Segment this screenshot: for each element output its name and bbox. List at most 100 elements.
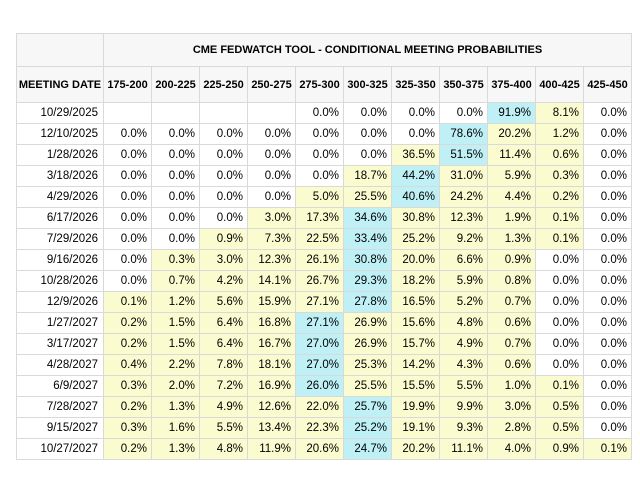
probability-cell: 3.0% [247,207,296,229]
probability-cell: 31.0% [439,165,488,187]
probability-cell: 0.2% [103,333,152,355]
probability-cell: 5.2% [439,291,488,313]
probability-cell: 0.0% [199,186,248,208]
probability-cell: 0.3% [535,165,584,187]
rate-range-header: 300-325 [343,66,392,103]
probability-cell: 0.0% [391,102,440,124]
probability-cell: 24.2% [439,186,488,208]
probability-cell: 0.9% [535,438,584,460]
meeting-date-cell: 4/28/2027 [16,354,104,376]
probability-cell: 0.0% [199,123,248,145]
probability-cell: 14.1% [247,270,296,292]
table-row: 6/17/2026 0.0% 0.0% 0.0% 3.0% 17.3% 34.6% 30.8%… [16,207,632,229]
probability-cell: 0.4% [103,354,152,376]
meeting-date-cell: 6/9/2027 [16,375,104,397]
probability-cell: 0.0% [103,123,152,145]
meeting-date-cell: 9/15/2027 [16,417,104,439]
probability-cell: 0.1% [535,207,584,229]
table-row: 10/29/2025 0.0% 0.0% 0.0% 0.0% 91.9% 8.1% 0.0% [16,102,632,124]
probability-cell: 1.5% [151,333,200,355]
probability-cell: 1.2% [535,123,584,145]
probability-cell: 33.4% [343,228,392,250]
probability-cell: 17.3% [295,207,344,229]
probability-cell: 0.0% [583,375,632,397]
probability-cell: 0.0% [583,270,632,292]
probability-cell: 0.0% [247,144,296,166]
probability-cell: 26.9% [343,333,392,355]
table-title: CME FEDWATCH TOOL - CONDITIONAL MEETING … [103,33,632,67]
probability-cell: 25.2% [391,228,440,250]
probability-cell: 0.0% [535,354,584,376]
meeting-date-cell: 12/9/2026 [16,291,104,313]
probability-cell: 0.0% [583,228,632,250]
rate-range-header: 425-450 [583,66,632,103]
probability-cell: 0.3% [151,249,200,271]
probability-cell: 18.1% [247,354,296,376]
probability-cell: 0.0% [583,123,632,145]
probability-cell: 9.3% [439,417,488,439]
table-row: 6/9/2027 0.3% 2.0% 7.2% 16.9% 26.0% 25.5% 15.5%… [16,375,632,397]
probability-cell: 5.9% [439,270,488,292]
probability-cell: 0.2% [535,186,584,208]
probability-cell: 0.0% [103,144,152,166]
probability-cell: 0.0% [583,417,632,439]
probability-cell: 22.3% [295,417,344,439]
probability-cell: 5.9% [487,165,536,187]
meeting-date-cell: 9/16/2026 [16,249,104,271]
meeting-date-cell: 12/10/2025 [16,123,104,145]
table-row: 12/10/2025 0.0% 0.0% 0.0% 0.0% 0.0% 0.0% 0.0% 78… [16,123,632,145]
probability-cell: 40.6% [391,186,440,208]
probability-cell: 30.8% [391,207,440,229]
probability-cell: 0.0% [583,354,632,376]
probability-cell: 0.0% [583,165,632,187]
rate-range-header: 200-225 [151,66,200,103]
rate-range-header: 375-400 [487,66,536,103]
probability-cell: 0.2% [103,396,152,418]
probability-cell: 16.5% [391,291,440,313]
probability-cell: 0.0% [103,207,152,229]
probability-cell: 22.5% [295,228,344,250]
probability-cell: 0.0% [199,144,248,166]
probability-cell: 44.2% [391,165,440,187]
probability-cell: 0.0% [295,123,344,145]
probability-cell: 20.2% [391,438,440,460]
probability-cell: 25.5% [343,186,392,208]
probability-cell: 7.3% [247,228,296,250]
probability-cell: 91.9% [487,102,536,124]
probability-cell: 0.0% [583,396,632,418]
probability-cell: 0.0% [535,249,584,271]
probability-cell: 0.1% [583,438,632,460]
meeting-date-cell: 4/29/2026 [16,186,104,208]
probability-cell: 12.3% [439,207,488,229]
meeting-date-cell: 10/27/2027 [16,438,104,460]
probability-cell: 0.0% [151,144,200,166]
probability-cell: 0.0% [535,270,584,292]
probability-cell: 0.0% [295,165,344,187]
table-row: 9/16/2026 0.0% 0.3% 3.0% 12.3% 26.1% 30.8% 20.0… [16,249,632,271]
probability-cell: 0.2% [103,438,152,460]
rate-range-header: 325-350 [391,66,440,103]
probability-cell: 0.0% [295,102,344,124]
probability-cell: 0.0% [247,186,296,208]
title-row: CME FEDWATCH TOOL - CONDITIONAL MEETING … [16,33,632,67]
probability-cell: 0.0% [343,144,392,166]
rate-range-header: 275-300 [295,66,344,103]
probability-cell: 25.7% [343,396,392,418]
probability-cell: 11.4% [487,144,536,166]
probability-cell: 11.1% [439,438,488,460]
probability-cell: 12.6% [247,396,296,418]
probability-cell: 26.7% [295,270,344,292]
meeting-date-cell: 10/28/2026 [16,270,104,292]
probability-cell: 0.5% [535,417,584,439]
table-row: 7/29/2026 0.0% 0.0% 0.9% 7.3% 22.5% 33.4% 25.2%… [16,228,632,250]
probability-cell: 22.0% [295,396,344,418]
probabilities-table: CME FEDWATCH TOOL - CONDITIONAL MEETING … [16,33,632,460]
probability-cell: 2.8% [487,417,536,439]
probability-cell [151,102,200,124]
probability-cell: 4.2% [199,270,248,292]
probability-cell: 20.2% [487,123,536,145]
probability-cell: 0.0% [391,123,440,145]
probability-cell: 7.8% [199,354,248,376]
corner-cell [16,33,104,67]
probability-cell: 16.9% [247,375,296,397]
